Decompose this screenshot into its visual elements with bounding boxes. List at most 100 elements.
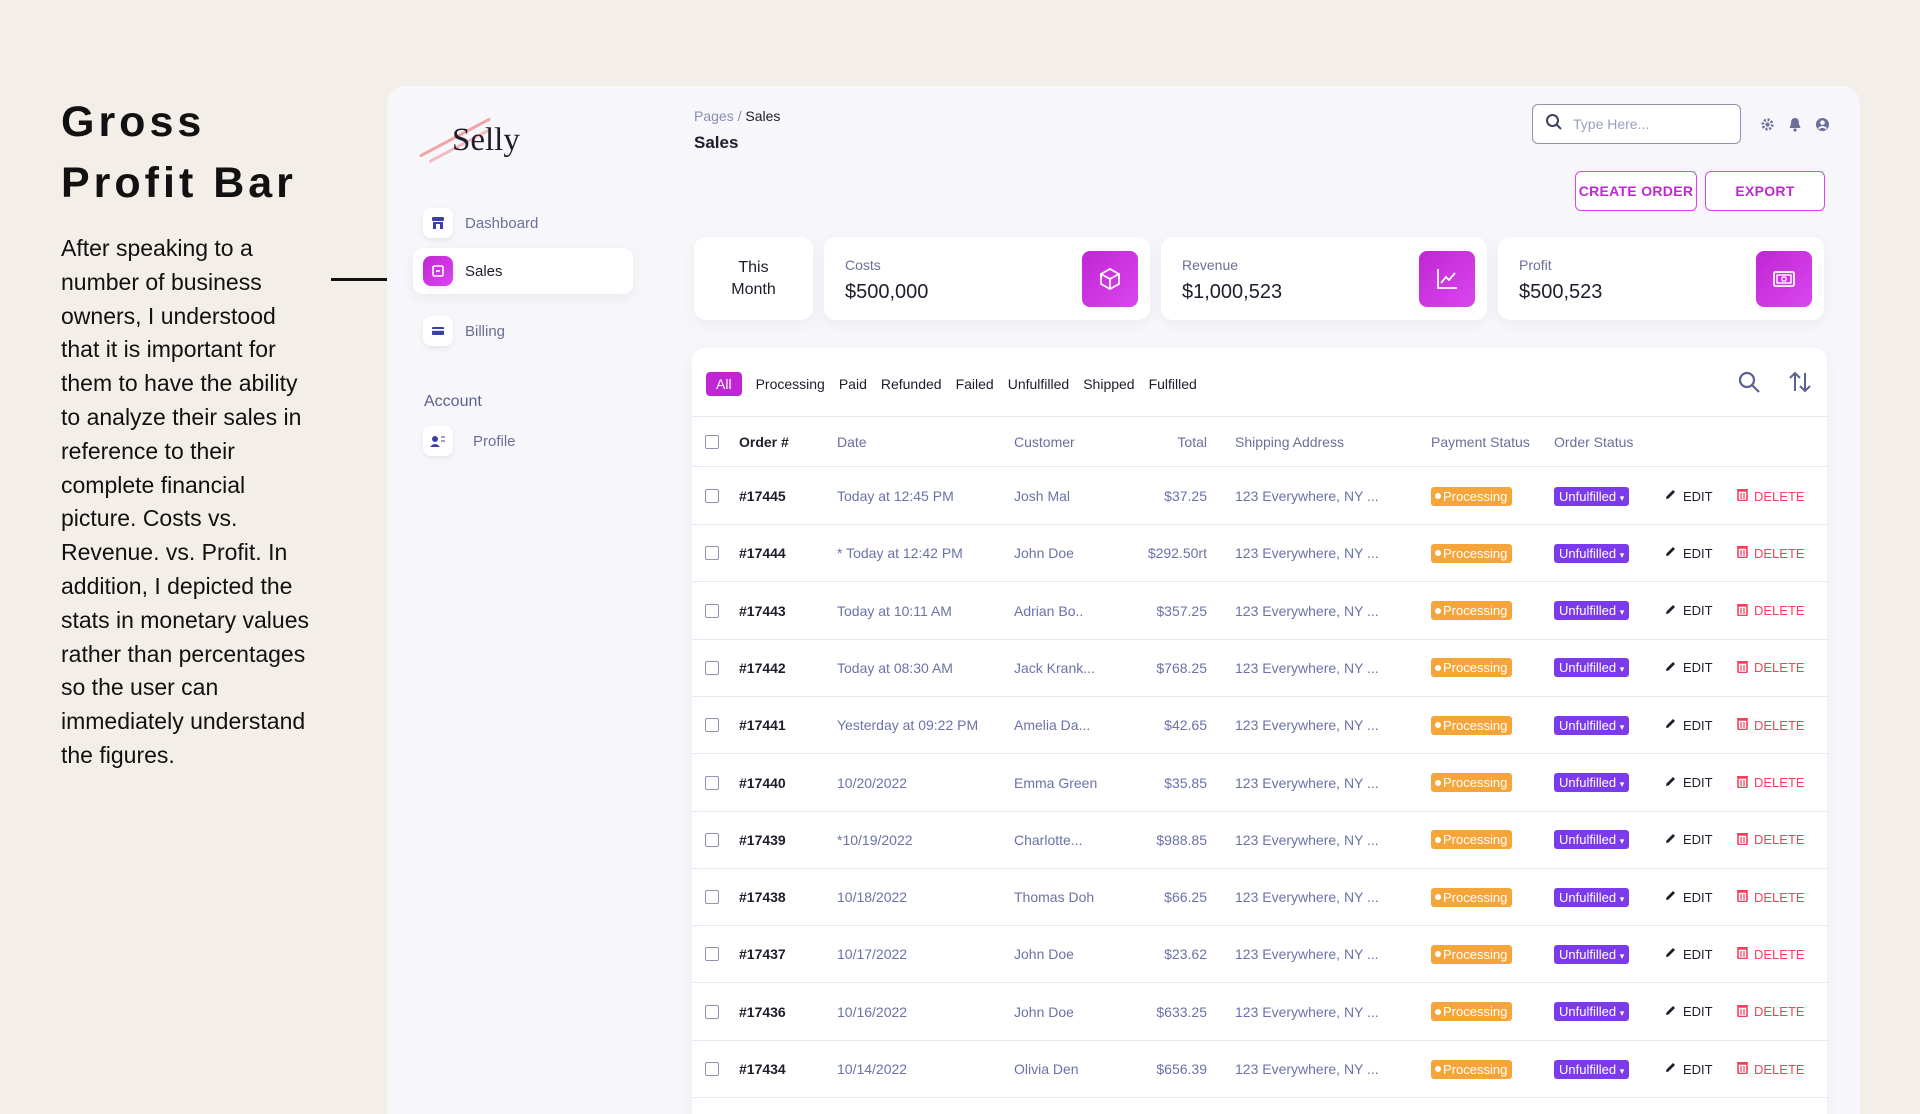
order-id[interactable]: #17437 <box>739 946 786 963</box>
order-total: $292.50rt <box>1147 545 1207 562</box>
table-row[interactable]: #17443 Today at 10:11 AM Adrian Bo.. $357.2… <box>692 583 1827 640</box>
edit-button[interactable]: EDIT <box>1664 717 1713 733</box>
column-payment-status[interactable]: Payment Status <box>1431 433 1530 450</box>
row-checkbox[interactable] <box>705 947 719 962</box>
filter-tab-shipped[interactable]: Shipped <box>1083 376 1135 392</box>
delete-button[interactable]: DELETE <box>1737 545 1805 561</box>
edit-button[interactable]: EDIT <box>1664 832 1713 848</box>
order-id[interactable]: #17441 <box>739 717 786 734</box>
delete-button[interactable]: DELETE <box>1737 660 1805 676</box>
table-row[interactable]: #17440 10/20/2022 Emma Green $35.85 123 Ever… <box>692 755 1827 812</box>
filter-tab-processing[interactable]: Processing <box>755 376 825 392</box>
filter-tab-paid[interactable]: Paid <box>838 376 867 392</box>
search-icon[interactable] <box>1735 368 1763 396</box>
edit-button[interactable]: EDIT <box>1664 775 1713 791</box>
row-checkbox[interactable] <box>705 718 719 733</box>
table-row[interactable]: #17445 Today at 12:45 PM Josh Mal $37.25 123… <box>692 468 1827 525</box>
order-status-dropdown[interactable]: Unfulfilled ▾ <box>1554 715 1630 735</box>
edit-button[interactable]: EDIT <box>1664 545 1713 561</box>
edit-button[interactable]: EDIT <box>1664 889 1713 905</box>
delete-button[interactable]: DELETE <box>1737 488 1805 504</box>
order-id[interactable]: #17442 <box>739 659 786 676</box>
order-status-dropdown[interactable]: Unfulfilled ▾ <box>1554 601 1630 621</box>
column-total[interactable]: Total <box>1177 433 1207 450</box>
bell-icon[interactable] <box>1787 116 1803 132</box>
search-box[interactable] <box>1532 104 1741 144</box>
account-icon[interactable] <box>1814 116 1830 132</box>
row-checkbox[interactable] <box>705 546 719 561</box>
order-status-dropdown[interactable]: Unfulfilled ▾ <box>1554 543 1630 563</box>
period-selector[interactable]: This Month <box>694 237 813 320</box>
order-status-dropdown[interactable]: Unfulfilled ▾ <box>1554 1002 1630 1022</box>
row-checkbox[interactable] <box>705 660 719 675</box>
edit-button[interactable]: EDIT <box>1664 603 1713 619</box>
order-status-dropdown[interactable]: Unfulfilled ▾ <box>1554 830 1630 850</box>
order-status-dropdown[interactable]: Unfulfilled ▾ <box>1554 887 1630 907</box>
sidebar-item-dashboard[interactable]: Dashboard <box>413 200 633 246</box>
table-row[interactable]: #17442 Today at 08:30 AM Jack Krank... $768… <box>692 640 1827 697</box>
edit-button[interactable]: EDIT <box>1664 1061 1713 1077</box>
order-status-dropdown[interactable]: Unfulfilled ▾ <box>1554 486 1630 506</box>
logo[interactable]: Selly <box>415 108 545 178</box>
column-customer[interactable]: Customer <box>1014 433 1075 450</box>
table-row[interactable]: #17441 Yesterday at 09:22 PM Amelia Da... $… <box>692 697 1827 755</box>
delete-button[interactable]: DELETE <box>1737 775 1805 791</box>
column-date[interactable]: Date <box>837 433 867 450</box>
delete-button[interactable]: DELETE <box>1737 603 1805 619</box>
filter-tab-failed[interactable]: Failed <box>955 376 994 392</box>
order-status-dropdown[interactable]: Unfulfilled ▾ <box>1554 773 1630 792</box>
order-id[interactable]: #17436 <box>739 1003 786 1020</box>
order-status-dropdown[interactable]: Unfulfilled ▾ <box>1554 658 1630 678</box>
delete-button[interactable]: DELETE <box>1737 1061 1805 1077</box>
column-shipping-address[interactable]: Shipping Address <box>1235 433 1344 450</box>
row-checkbox[interactable] <box>705 603 719 618</box>
filter-tab-all[interactable]: All <box>706 372 742 396</box>
gear-icon[interactable] <box>1759 116 1775 132</box>
order-id[interactable]: #17434 <box>739 1061 786 1077</box>
sidebar-item-billing[interactable]: Billing <box>413 308 633 354</box>
export-button[interactable]: EXPORT <box>1705 171 1825 211</box>
order-id[interactable]: #17445 <box>739 488 786 504</box>
row-checkbox[interactable] <box>705 775 719 790</box>
sidebar-item-profile[interactable]: Profile <box>413 418 633 464</box>
filter-tab-fulfilled[interactable]: Fulfilled <box>1148 376 1197 392</box>
delete-button[interactable]: DELETE <box>1737 832 1805 848</box>
table-row[interactable]: #17436 10/16/2022 John Doe $633.25 123 Every… <box>692 984 1827 1041</box>
order-id[interactable]: #17444 <box>739 545 786 562</box>
delete-button[interactable]: DELETE <box>1737 946 1805 962</box>
delete-button[interactable]: DELETE <box>1737 1004 1805 1020</box>
table-row[interactable]: #17444 * Today at 12:42 PM John Doe $292.50… <box>692 525 1827 583</box>
edit-button[interactable]: EDIT <box>1664 660 1713 676</box>
filter-tab-refunded[interactable]: Refunded <box>880 376 942 392</box>
row-checkbox[interactable] <box>705 890 719 905</box>
breadcrumb-root[interactable]: Pages <box>694 108 734 124</box>
row-checkbox[interactable] <box>705 1062 719 1076</box>
order-status-dropdown[interactable]: Unfulfilled ▾ <box>1554 1059 1630 1079</box>
edit-button[interactable]: EDIT <box>1664 488 1713 504</box>
delete-button[interactable]: DELETE <box>1737 717 1805 733</box>
sidebar-item-sales[interactable]: Sales <box>413 248 633 294</box>
table-row[interactable]: #17438 10/18/2022 Thomas Doh $66.25 123 Ever… <box>692 869 1827 927</box>
column-order[interactable]: Order # <box>739 433 789 450</box>
chevron-down-icon: ▾ <box>1619 779 1625 789</box>
table-row[interactable]: #17439 *10/19/2022 Charlotte... $988.85 123 … <box>692 812 1827 869</box>
row-checkbox[interactable] <box>705 832 719 847</box>
edit-button[interactable]: EDIT <box>1664 1004 1713 1020</box>
column-order-status[interactable]: Order Status <box>1554 433 1634 450</box>
search-input[interactable] <box>1573 116 1723 132</box>
order-id[interactable]: #17440 <box>739 774 786 791</box>
filter-tab-unfulfilled[interactable]: Unfulfilled <box>1007 376 1070 392</box>
order-id[interactable]: #17438 <box>739 889 786 906</box>
delete-button[interactable]: DELETE <box>1737 889 1805 905</box>
table-row[interactable]: #17434 10/14/2022 Olivia Den $656.39 123 Eve… <box>692 1041 1827 1098</box>
order-id[interactable]: #17443 <box>739 602 786 619</box>
table-row[interactable]: #17437 10/17/2022 John Doe $23.62 123 Everyw… <box>692 926 1827 984</box>
edit-button[interactable]: EDIT <box>1664 946 1713 962</box>
row-checkbox[interactable] <box>705 489 719 503</box>
sort-icon[interactable] <box>1786 368 1814 396</box>
select-all-checkbox[interactable] <box>705 434 719 449</box>
create-order-button[interactable]: CREATE ORDER <box>1575 171 1697 211</box>
order-id[interactable]: #17439 <box>739 831 786 848</box>
order-status-dropdown[interactable]: Unfulfilled ▾ <box>1554 944 1630 964</box>
row-checkbox[interactable] <box>705 1004 719 1019</box>
